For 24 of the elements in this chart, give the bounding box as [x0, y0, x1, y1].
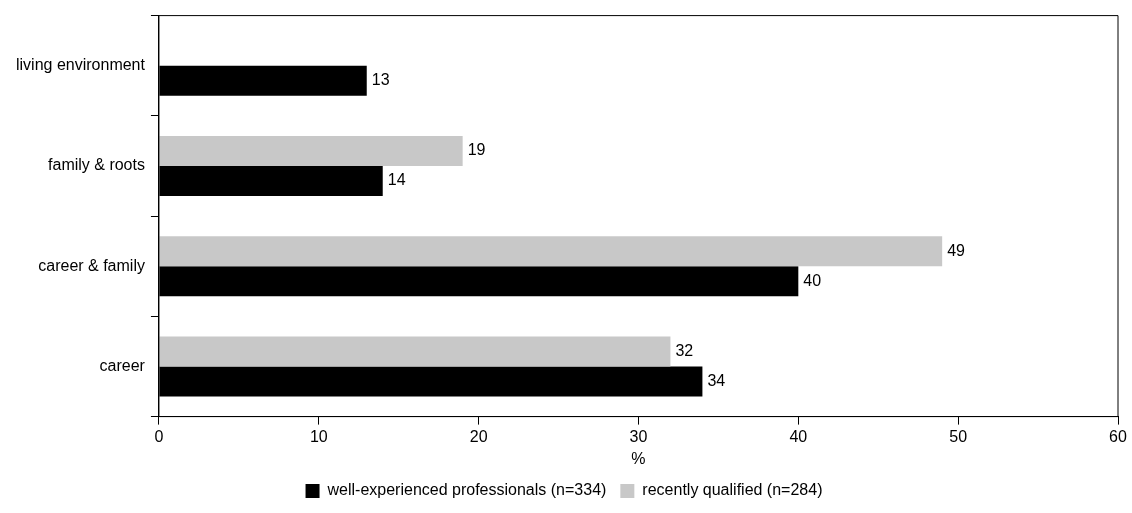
data-label: 14: [387, 171, 406, 189]
data-label: 13: [371, 71, 390, 89]
y-tick-label: living environment: [16, 56, 146, 74]
bar: [159, 236, 943, 267]
data-label: 32: [675, 341, 694, 359]
y-tick-label: family & roots: [48, 156, 145, 174]
x-tick-label: 60: [1109, 427, 1127, 445]
y-tick-label: career: [99, 356, 146, 374]
x-tick-label: 40: [789, 427, 808, 445]
data-label: 34: [707, 371, 726, 389]
y-tick-label: career & family: [38, 256, 145, 274]
data-label: 40: [803, 271, 822, 289]
x-tick-label: 10: [309, 427, 328, 445]
x-axis-title: %: [631, 449, 646, 467]
legend-label: well-experienced professionals (n=334): [326, 481, 607, 499]
legend-label: recently qualified (n=284): [642, 481, 823, 499]
x-tick-label: 0: [154, 427, 164, 445]
bar: [159, 336, 671, 367]
bar: [159, 135, 463, 166]
x-tick-label: 20: [469, 427, 488, 445]
data-label: 19: [467, 141, 486, 159]
data-label: 49: [947, 241, 966, 259]
x-tick-label: 30: [629, 427, 648, 445]
x-tick-label: 50: [949, 427, 968, 445]
